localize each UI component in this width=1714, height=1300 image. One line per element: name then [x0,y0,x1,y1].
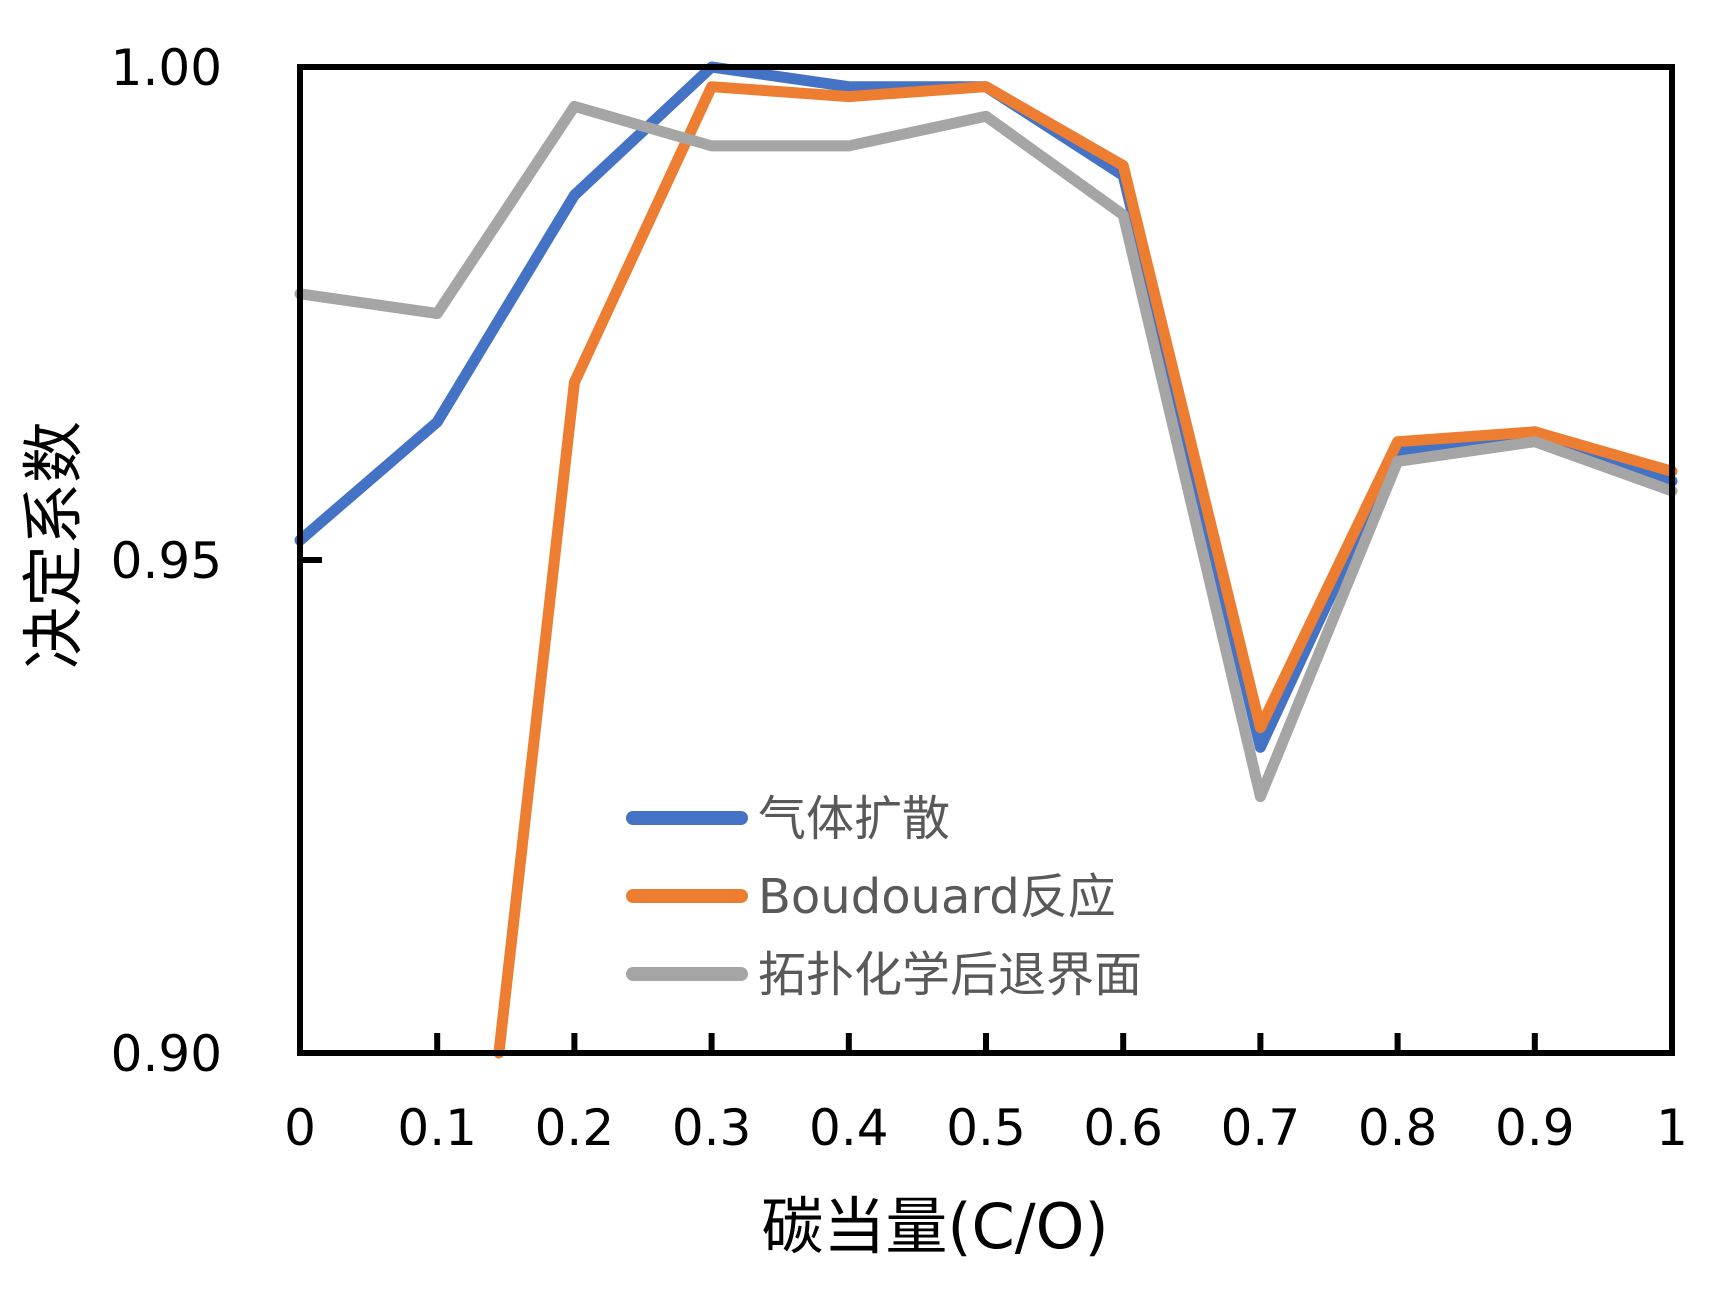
legend-label: 气体扩散 [758,791,950,847]
x-tick-label: 0 [284,1099,316,1157]
legend-label: 拓扑化学后退界面 [758,947,1142,1003]
x-tick-label: 0.6 [1083,1099,1163,1157]
x-tick-label: 0.9 [1495,1099,1575,1157]
series-line-3 [294,100,1678,803]
x-tick-label: 0.5 [946,1099,1026,1157]
y-tick-label: 1.00 [111,39,222,97]
series-layer [294,61,1678,1059]
x-tick-label: 0.7 [1221,1099,1301,1157]
y-axis-title: 决定系数 [17,421,90,669]
x-tick-label: 0.8 [1358,1099,1438,1157]
x-tick-label: 1 [1656,1099,1688,1157]
ticks-layer [297,64,1675,1056]
x-tick-label: 0.2 [535,1099,615,1157]
plot-background [300,67,1672,1053]
x-tick-label: 0.4 [809,1099,889,1157]
y-tick-label: 0.90 [111,1025,222,1083]
series-line-2 [493,81,1678,1059]
y-tick-label: 0.95 [111,532,222,590]
x-tick-label: 0.1 [397,1099,477,1157]
legend-label: Boudouard反应 [758,869,1116,925]
x-tick-label: 0.3 [672,1099,752,1157]
x-axis-title: 碳当量(C/O) [761,1190,1108,1263]
tick-labels-layer: 0 0.1 0.2 0.3 0.4 0.5 0.6 0.7 0.8 0.9 1 0.90 0.95 1.0… [111,39,1688,1157]
